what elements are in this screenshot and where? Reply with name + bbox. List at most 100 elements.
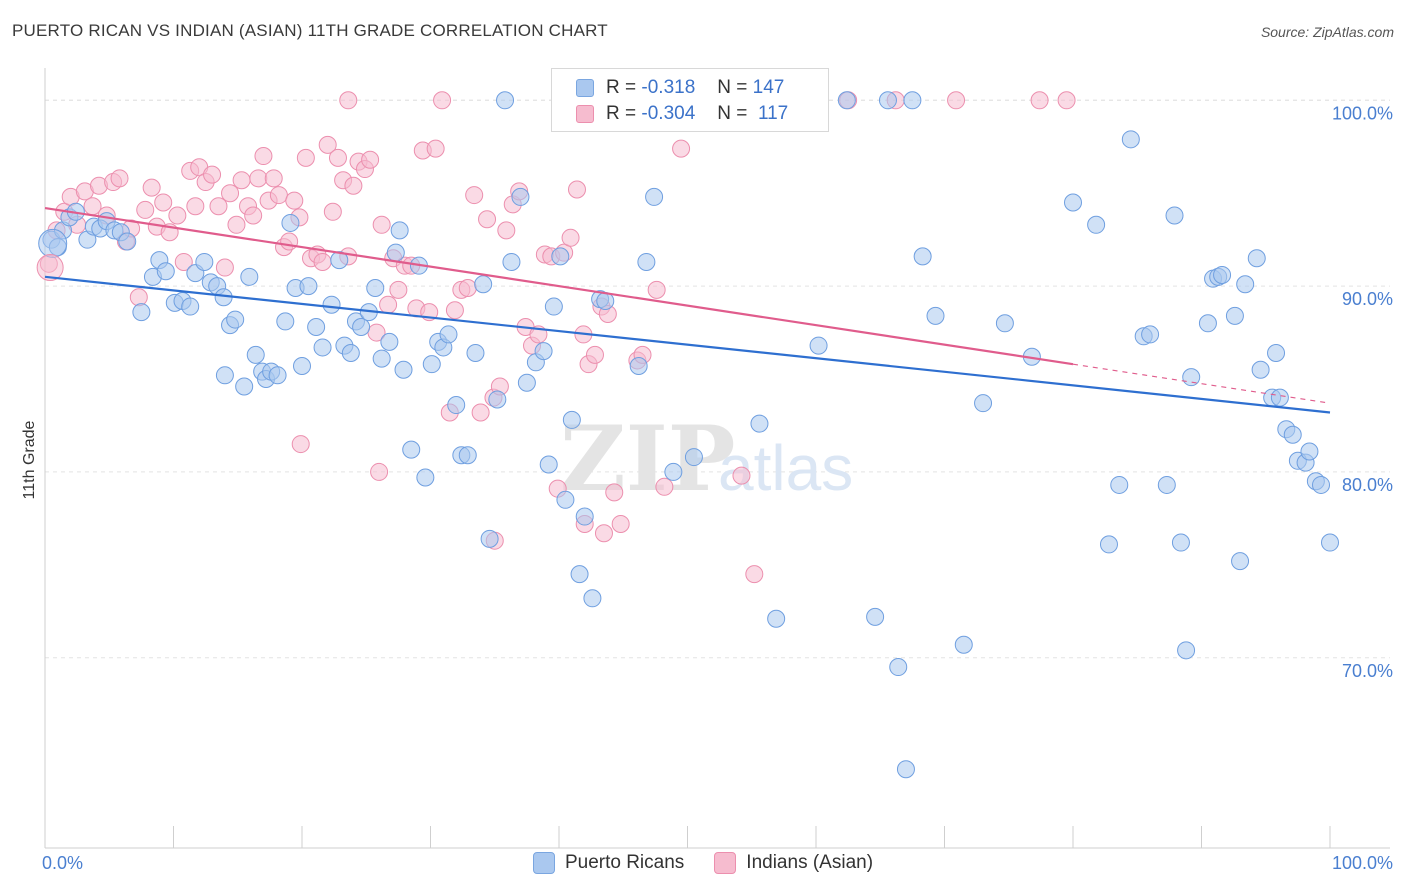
trend-line bbox=[44, 206, 1074, 366]
axes bbox=[44, 68, 1390, 849]
y-tick-label: 70.0% bbox=[1342, 661, 1393, 681]
y-tick-label: 80.0% bbox=[1342, 475, 1393, 495]
data-point bbox=[433, 91, 452, 110]
n-label: N = bbox=[717, 77, 748, 98]
data-point bbox=[1030, 91, 1049, 110]
data-point bbox=[511, 187, 530, 206]
trend-line-extension bbox=[1072, 363, 1331, 404]
data-point bbox=[1270, 388, 1289, 407]
n-value: 117 bbox=[757, 103, 789, 124]
chart-title: PUERTO RICAN VS INDIAN (ASIAN) 11TH GRAD… bbox=[12, 21, 608, 40]
data-point bbox=[534, 342, 553, 361]
data-point bbox=[974, 394, 993, 413]
data-point bbox=[496, 91, 515, 110]
legend-item-puerto-ricans[interactable]: Puerto Ricans bbox=[532, 852, 684, 874]
data-point bbox=[544, 297, 563, 316]
data-point bbox=[629, 357, 648, 376]
data-point bbox=[330, 251, 349, 270]
data-point bbox=[299, 277, 318, 296]
data-point bbox=[293, 357, 311, 376]
legend-row-puerto-ricans: R = -0.318 N = 147 bbox=[576, 77, 784, 99]
data-point bbox=[168, 206, 187, 225]
data-point bbox=[954, 635, 973, 654]
data-point bbox=[570, 565, 589, 584]
data-point bbox=[366, 278, 385, 297]
legend-swatch-puerto-ricans bbox=[576, 79, 594, 97]
data-point bbox=[422, 355, 441, 374]
data-point bbox=[379, 295, 398, 314]
data-point bbox=[447, 396, 466, 415]
data-point bbox=[386, 243, 405, 262]
data-point bbox=[896, 760, 915, 779]
data-point bbox=[502, 252, 521, 271]
data-point bbox=[465, 186, 484, 205]
data-point bbox=[1247, 249, 1266, 268]
data-point bbox=[903, 91, 922, 110]
data-point bbox=[323, 202, 342, 221]
data-point bbox=[246, 345, 265, 364]
data-point bbox=[684, 448, 703, 467]
data-point bbox=[567, 180, 586, 199]
data-point bbox=[539, 455, 558, 474]
data-point bbox=[1157, 475, 1176, 494]
data-point bbox=[889, 658, 908, 677]
data-point bbox=[637, 252, 656, 271]
data-point bbox=[445, 301, 464, 320]
r-value: -0.318 bbox=[641, 77, 696, 98]
legend-item-indians-asian[interactable]: Indians (Asian) bbox=[714, 852, 873, 874]
data-point bbox=[136, 200, 155, 219]
r-label: R = bbox=[606, 103, 637, 124]
data-point bbox=[594, 524, 613, 543]
data-point bbox=[209, 197, 228, 216]
data-point bbox=[426, 139, 445, 158]
data-point bbox=[313, 252, 332, 271]
data-point bbox=[226, 310, 245, 329]
data-point bbox=[203, 165, 222, 184]
data-point bbox=[745, 565, 764, 584]
data-point bbox=[296, 148, 315, 167]
data-point bbox=[361, 150, 380, 169]
data-point bbox=[1182, 368, 1201, 387]
trend-lines bbox=[44, 206, 1331, 414]
data-point bbox=[269, 186, 288, 205]
data-point bbox=[1121, 130, 1140, 149]
data-point bbox=[249, 169, 268, 188]
data-point bbox=[1171, 533, 1190, 552]
data-point bbox=[471, 403, 490, 422]
data-point bbox=[215, 366, 234, 385]
data-point bbox=[1141, 325, 1160, 344]
watermark-zip: ZIP bbox=[560, 406, 735, 512]
data-point bbox=[142, 178, 161, 197]
data-point bbox=[341, 344, 360, 363]
data-point bbox=[750, 414, 769, 433]
legend-swatch-indians-asian bbox=[714, 852, 737, 874]
data-point bbox=[370, 462, 389, 481]
data-point bbox=[1213, 265, 1232, 284]
data-point bbox=[174, 252, 193, 271]
data-point bbox=[352, 317, 371, 336]
data-point bbox=[605, 483, 624, 502]
legend-swatch-puerto-ricans bbox=[532, 852, 555, 874]
data-point bbox=[390, 221, 409, 240]
data-point bbox=[1099, 535, 1118, 554]
data-point bbox=[561, 228, 580, 247]
data-point bbox=[1177, 641, 1196, 660]
data-point bbox=[416, 468, 435, 487]
data-point bbox=[878, 91, 897, 110]
data-point bbox=[497, 221, 516, 240]
data-point bbox=[313, 338, 332, 357]
data-point bbox=[372, 349, 391, 368]
data-point bbox=[1321, 533, 1339, 552]
data-point bbox=[322, 295, 341, 314]
series-indians-asian bbox=[39, 91, 1076, 584]
data-point bbox=[36, 254, 64, 282]
y-tick-label: 100.0% bbox=[1332, 103, 1393, 123]
data-point bbox=[254, 147, 273, 166]
data-point bbox=[672, 139, 691, 158]
y-tick-labels: 70.0% 80.0% 90.0% 100.0% bbox=[1332, 103, 1393, 680]
data-point bbox=[318, 135, 337, 154]
data-point bbox=[339, 91, 358, 110]
data-point bbox=[913, 247, 932, 266]
